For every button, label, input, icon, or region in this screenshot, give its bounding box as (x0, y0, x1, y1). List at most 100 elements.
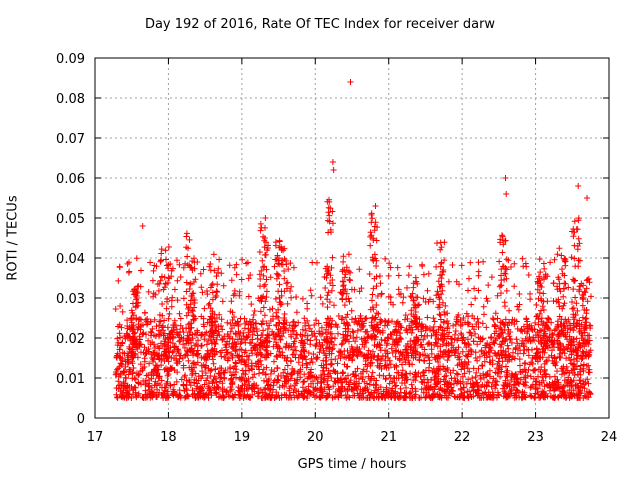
data-point (347, 349, 354, 356)
data-point (531, 394, 538, 401)
data-point (154, 393, 160, 400)
data-point (503, 191, 510, 197)
data-point (154, 343, 161, 350)
data-point (189, 360, 196, 367)
data-point (444, 333, 451, 340)
data-point (176, 310, 183, 317)
data-point (183, 288, 190, 295)
data-point (393, 363, 400, 370)
data-point (260, 264, 266, 271)
data-point (126, 343, 133, 350)
data-point (260, 304, 267, 311)
data-point (136, 316, 143, 323)
data-point (520, 343, 527, 350)
data-point (517, 362, 523, 369)
data-point (115, 323, 121, 330)
data-point (404, 343, 411, 349)
data-point (270, 331, 277, 338)
data-point (281, 321, 288, 328)
data-point (546, 381, 553, 387)
data-point (156, 318, 163, 325)
data-point (176, 355, 183, 362)
data-point (191, 255, 197, 262)
data-point (512, 344, 519, 351)
data-point (492, 369, 499, 376)
data-point (227, 320, 234, 327)
data-point (448, 335, 454, 342)
data-point (184, 332, 191, 339)
data-point (218, 353, 225, 360)
data-point (559, 349, 566, 356)
data-point (423, 384, 430, 391)
data-point (369, 254, 376, 261)
data-point (295, 319, 302, 326)
data-point (130, 365, 137, 371)
data-point (194, 351, 201, 358)
data-point (275, 260, 282, 267)
data-point (573, 300, 580, 307)
data-point (284, 279, 291, 286)
data-point (275, 314, 282, 321)
data-point (276, 332, 282, 339)
data-point (290, 318, 297, 325)
data-point (139, 367, 146, 374)
data-point (447, 369, 454, 376)
data-point (183, 279, 190, 286)
data-point (185, 357, 192, 364)
data-point (250, 312, 257, 318)
data-point (552, 362, 559, 369)
data-point (272, 239, 279, 246)
data-point (483, 324, 490, 331)
data-point (116, 264, 123, 271)
data-point (343, 319, 350, 326)
data-point (318, 331, 325, 338)
data-point (538, 307, 544, 314)
data-point (121, 368, 128, 374)
data-point (214, 332, 221, 339)
data-point (143, 372, 150, 379)
data-point (388, 331, 395, 338)
data-point (213, 273, 220, 280)
data-point (211, 311, 218, 318)
data-point (205, 394, 212, 401)
data-point (555, 299, 562, 306)
data-point (166, 310, 173, 317)
data-point (264, 247, 271, 254)
data-point (444, 357, 451, 364)
data-point (393, 323, 399, 330)
data-point (586, 337, 593, 344)
data-point (159, 312, 166, 319)
data-point (452, 352, 459, 359)
data-point (174, 297, 181, 304)
data-point (157, 277, 164, 284)
data-point (288, 333, 295, 340)
data-point (486, 353, 493, 360)
data-point (117, 303, 124, 309)
data-point (195, 377, 202, 384)
data-point (579, 295, 586, 302)
data-point (354, 327, 361, 334)
data-point (215, 269, 221, 276)
data-point (449, 262, 456, 268)
data-point (133, 315, 140, 322)
data-point (458, 262, 465, 269)
data-point (556, 354, 563, 361)
data-point (404, 284, 410, 291)
data-point (348, 307, 355, 314)
data-point (577, 344, 584, 351)
data-point (412, 388, 419, 395)
data-point (567, 378, 574, 385)
data-point (258, 352, 265, 359)
data-point (361, 378, 368, 385)
data-point (328, 287, 335, 294)
data-point (468, 332, 475, 339)
data-point (533, 302, 540, 308)
data-point (225, 333, 232, 340)
data-point (417, 373, 424, 380)
data-point (383, 386, 390, 393)
data-point (444, 318, 451, 324)
data-point (150, 293, 157, 300)
data-point (262, 215, 269, 221)
data-point (147, 259, 154, 266)
data-point (370, 325, 377, 332)
